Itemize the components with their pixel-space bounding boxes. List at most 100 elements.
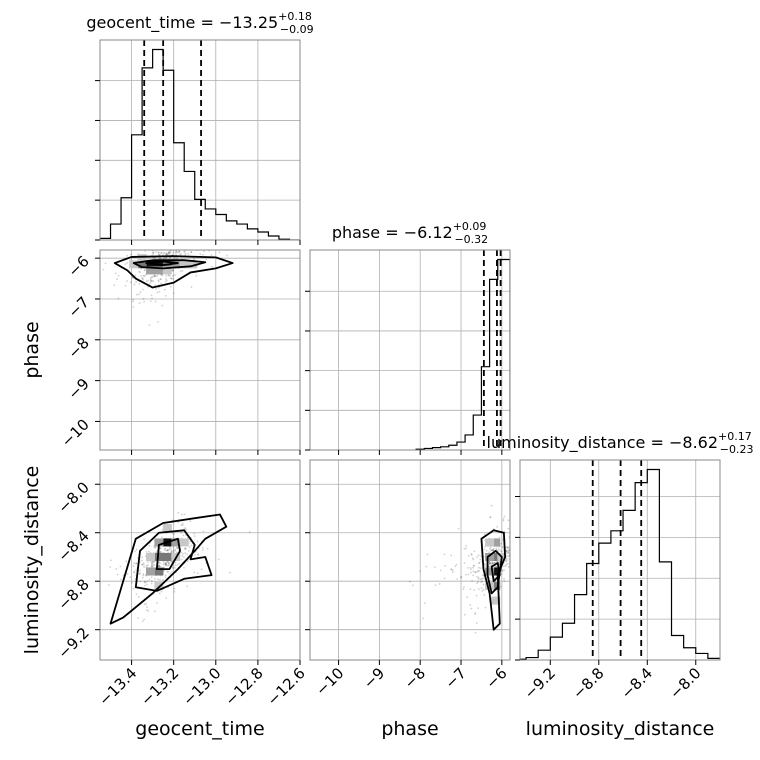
sample-point (184, 552, 187, 555)
sample-point (521, 568, 523, 570)
sample-point (164, 562, 167, 565)
sample-point (483, 594, 486, 596)
sample-point (154, 300, 157, 303)
sample-point (165, 256, 168, 259)
sample-point (170, 277, 173, 280)
sample-point (197, 553, 199, 556)
sample-point (168, 564, 171, 567)
sample-point (547, 547, 549, 549)
sample-point (132, 565, 135, 567)
sample-point (142, 562, 145, 565)
sample-point (183, 250, 186, 253)
marginal-title: phase = −6.12+0.09 −0.32 (332, 220, 488, 246)
sample-point (514, 552, 516, 554)
density-bin (485, 538, 495, 547)
sample-point (159, 551, 161, 554)
sample-point (177, 248, 179, 250)
sample-point (141, 620, 144, 623)
sample-point (189, 234, 191, 236)
density-bin (162, 552, 172, 561)
sample-point (494, 561, 496, 564)
sample-point (532, 550, 534, 552)
sample-point (110, 559, 112, 562)
sample-point (165, 563, 168, 566)
sample-point (180, 558, 183, 561)
sample-point (480, 581, 483, 584)
sample-point (496, 525, 499, 528)
sample-point (157, 251, 160, 254)
sample-point (174, 236, 176, 238)
title-upper-error: +0.09 (453, 220, 487, 233)
sample-point (467, 554, 470, 557)
sample-point (155, 246, 157, 248)
sample-point (558, 567, 560, 569)
panel-phase-vs-luminosity_distance: −10 −9 −8 −7 −6 (305, 459, 560, 699)
sample-point (166, 253, 169, 256)
sample-point (171, 278, 174, 280)
contour-line (486, 550, 503, 595)
sample-point (438, 583, 441, 585)
y-axis-label: phase (21, 321, 43, 378)
sample-point (159, 565, 162, 568)
sample-point (500, 550, 503, 553)
sample-point (540, 535, 542, 537)
sample-point (157, 321, 159, 323)
sample-point (534, 521, 536, 523)
sample-point (172, 549, 175, 552)
sample-point (514, 547, 516, 549)
sample-point (163, 256, 166, 259)
sample-point (226, 254, 228, 257)
x-axis-label: luminosity_distance (526, 718, 715, 740)
sample-point (108, 584, 110, 586)
sample-point (189, 230, 191, 232)
sample-point (133, 571, 136, 574)
sample-point (126, 280, 128, 282)
sample-point (164, 574, 167, 577)
sample-point (165, 275, 168, 277)
sample-point (155, 287, 158, 290)
sample-point (169, 251, 172, 254)
sample-point (141, 556, 144, 559)
sample-point (143, 580, 146, 583)
sample-point (473, 589, 476, 591)
sample-point (177, 247, 179, 249)
y-tick-label: −7 (64, 293, 92, 321)
sample-point (171, 269, 174, 272)
density-bin (146, 266, 156, 275)
sample-point (200, 568, 203, 571)
sample-point (143, 300, 146, 303)
sample-point (497, 560, 500, 563)
sample-point (496, 560, 498, 563)
sample-point (168, 247, 170, 249)
sample-point (411, 584, 414, 587)
sample-point (165, 252, 168, 255)
sample-point (167, 561, 170, 564)
sample-point (190, 246, 192, 248)
sample-point (153, 560, 156, 563)
sample-point (158, 253, 160, 256)
sample-point (217, 558, 220, 561)
sample-point (531, 557, 533, 559)
sample-point (433, 566, 436, 569)
sample-point (165, 549, 168, 552)
sample-point (172, 269, 174, 272)
sample-point (518, 488, 520, 490)
sample-point (183, 566, 185, 569)
sample-point (484, 606, 487, 609)
y-axis-label: luminosity_distance (21, 466, 43, 655)
sample-point (491, 549, 494, 552)
sample-point (150, 561, 153, 563)
sample-point (153, 274, 156, 277)
sample-point (478, 561, 481, 564)
sample-point (500, 568, 503, 571)
sample-point (488, 551, 490, 554)
sample-point (132, 298, 135, 301)
sample-point (174, 274, 176, 277)
scatter-points (108, 511, 251, 625)
sample-point (138, 573, 141, 576)
sample-point (131, 277, 134, 279)
sample-point (177, 219, 179, 221)
sample-point (172, 536, 175, 539)
sample-point (503, 515, 506, 518)
sample-point (102, 268, 105, 271)
